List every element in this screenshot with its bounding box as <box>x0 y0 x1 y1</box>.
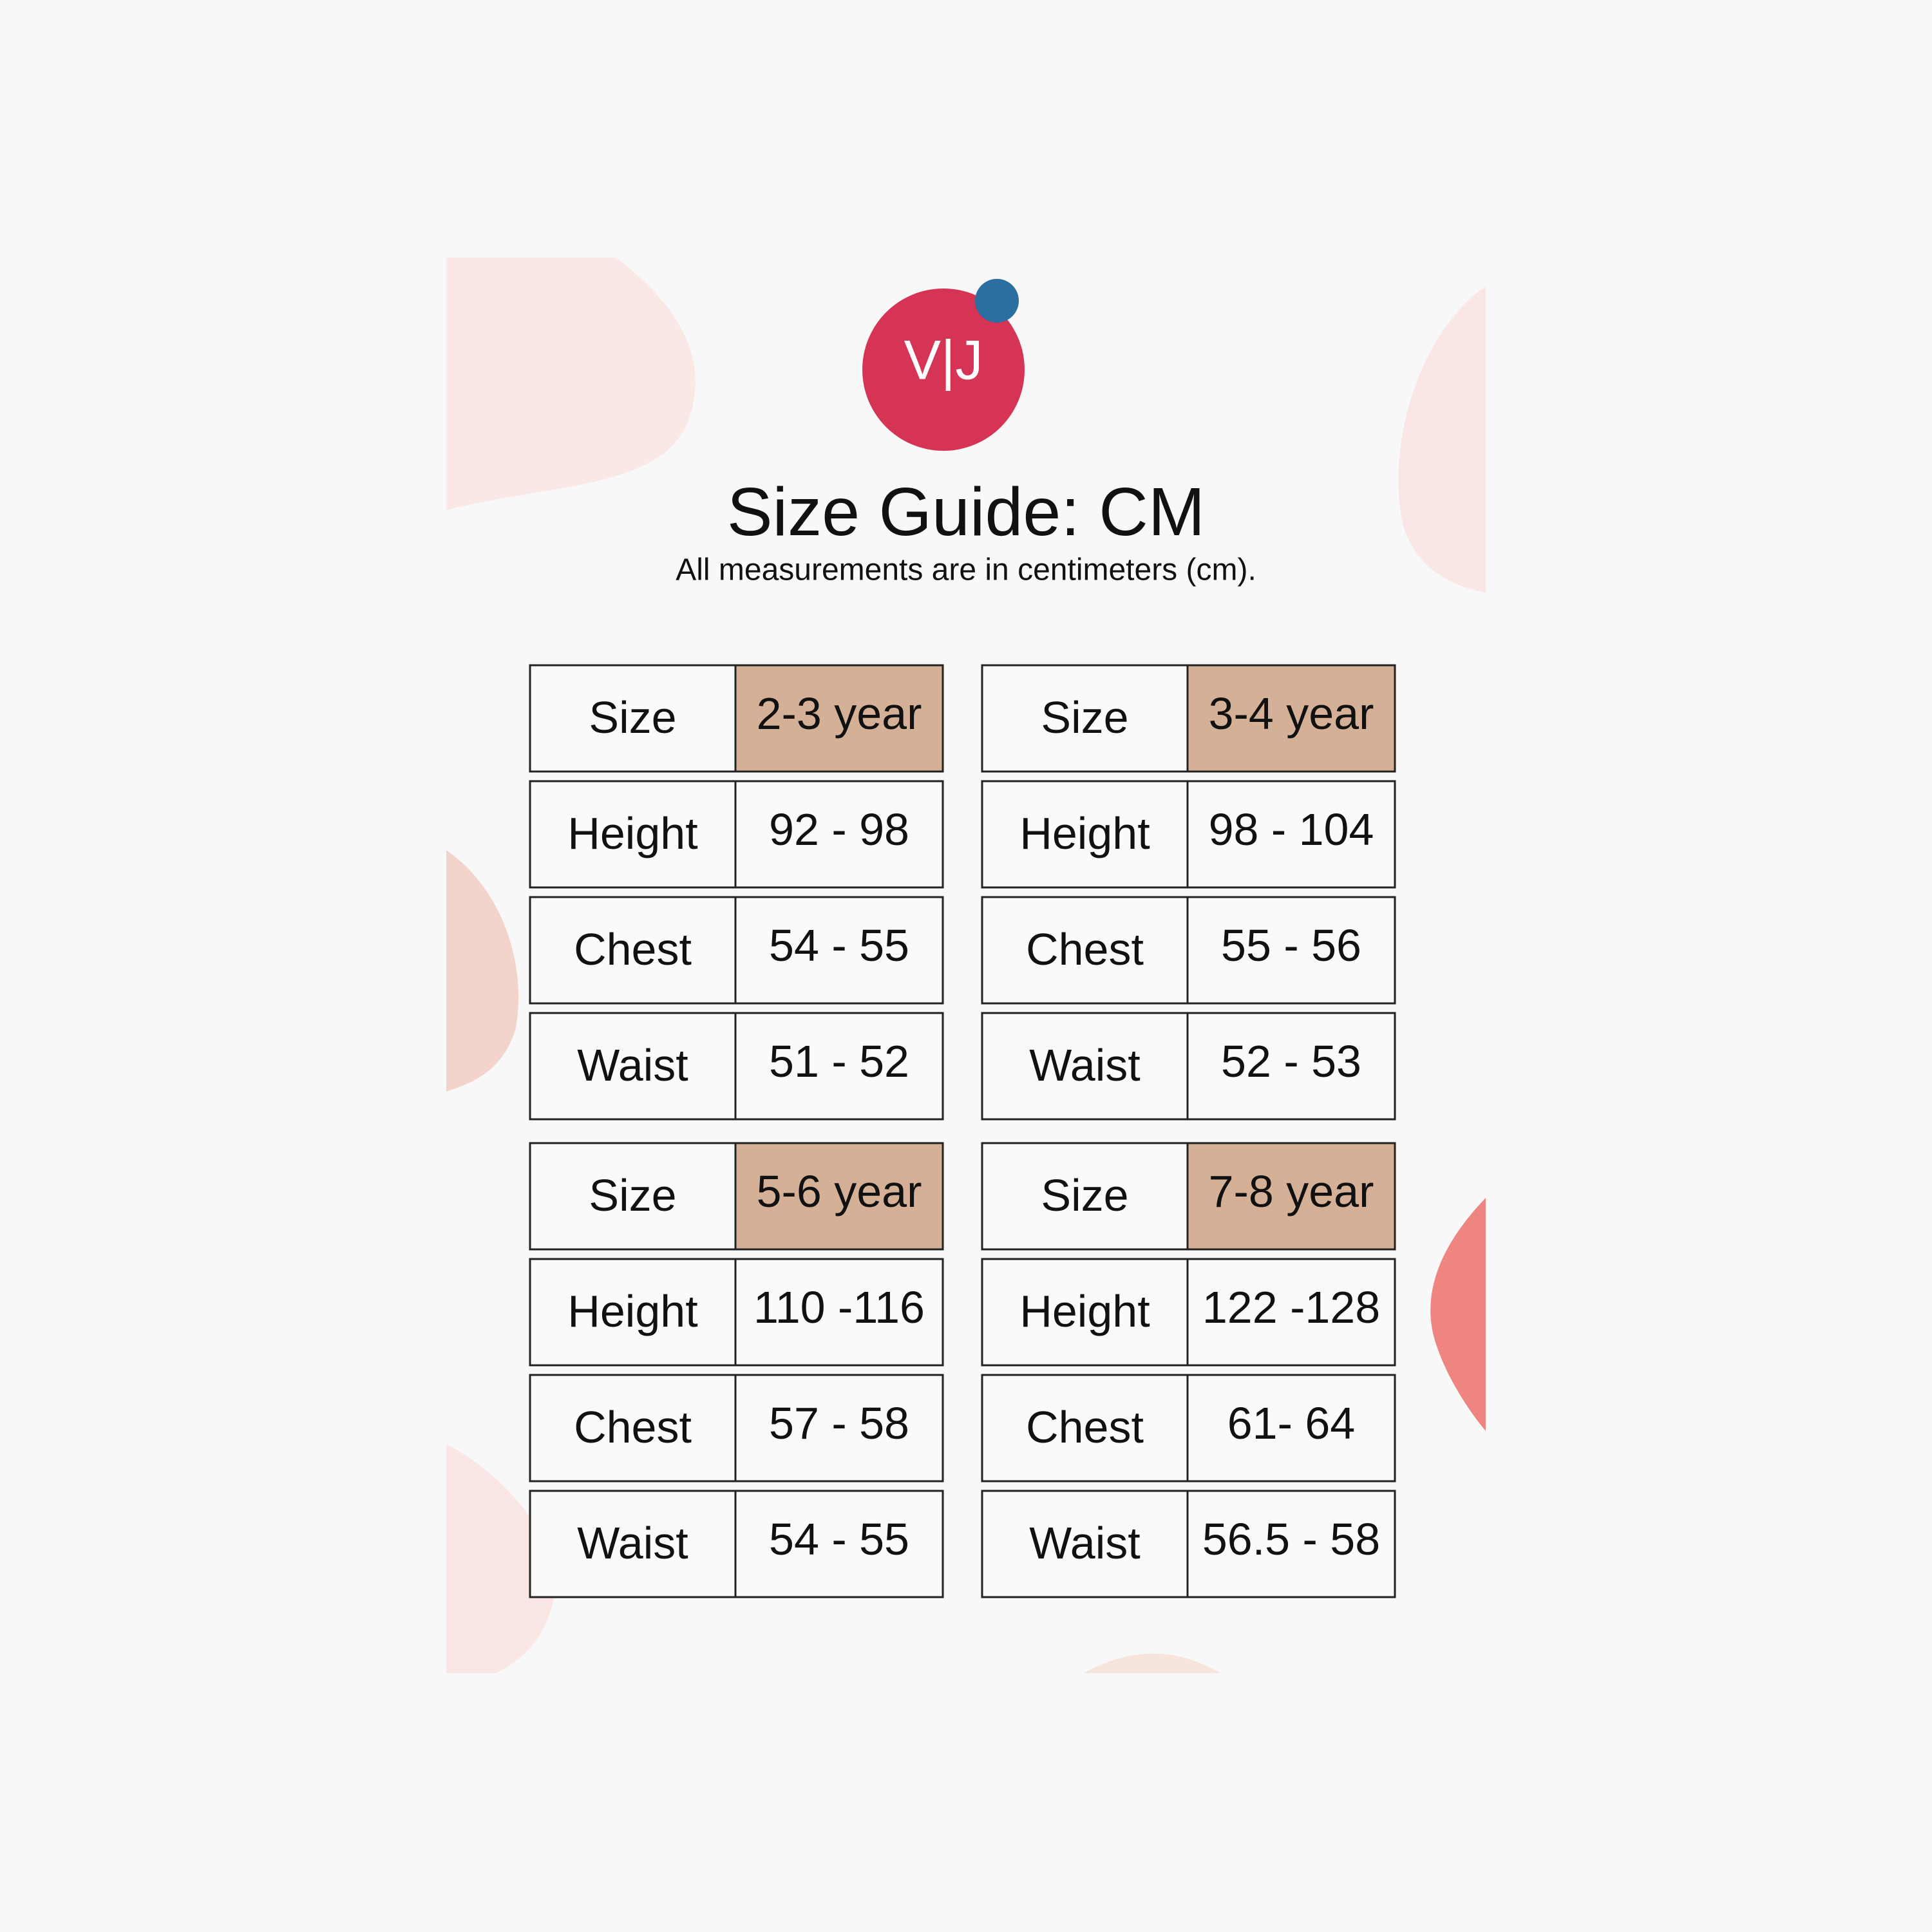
row-value: 2-3 year <box>757 688 922 739</box>
row-label: Size <box>589 692 676 743</box>
row-label: Size <box>1041 1170 1128 1220</box>
value-cell <box>734 780 944 889</box>
row-value: 51 - 52 <box>769 1036 909 1086</box>
blob <box>1430 1198 1486 1431</box>
row-value: 5-6 year <box>757 1166 922 1217</box>
row-value: 122 -128 <box>1202 1282 1380 1332</box>
row-value: 55 - 56 <box>1221 920 1361 971</box>
row-value: 7-8 year <box>1209 1166 1374 1217</box>
label-cell <box>981 1258 1189 1367</box>
value-cell <box>1186 780 1396 889</box>
row-value: 52 - 53 <box>1221 1036 1361 1086</box>
row-value: 92 - 98 <box>769 804 909 855</box>
label-cell <box>981 780 1189 889</box>
label-cell <box>529 1258 737 1367</box>
size-cell <box>734 664 944 773</box>
blob <box>446 258 696 510</box>
value-cell <box>1186 1258 1396 1367</box>
row-label: Chest <box>574 1402 692 1452</box>
row-label: Height <box>1019 1286 1150 1336</box>
label-cell <box>529 1374 737 1482</box>
row-value: 110 -116 <box>753 1282 925 1332</box>
label-cell <box>529 1490 737 1598</box>
row-value: 54 - 55 <box>769 1514 909 1564</box>
row-value: 3-4 year <box>1209 688 1374 739</box>
row-label: Size <box>589 1170 676 1220</box>
label-cell <box>529 1012 737 1121</box>
label-cell <box>981 896 1189 1005</box>
row-value: 61- 64 <box>1227 1398 1355 1448</box>
row-label: Size <box>1041 692 1128 743</box>
value-cell <box>734 896 944 1005</box>
value-cell <box>1186 1490 1396 1598</box>
value-cell <box>1186 1374 1396 1482</box>
row-label: Waist <box>577 1518 688 1568</box>
row-value: 57 - 58 <box>769 1398 909 1448</box>
label-cell <box>529 780 737 889</box>
label-cell <box>981 1142 1189 1251</box>
title: Size Guide: CM <box>727 474 1205 550</box>
blob <box>446 850 519 1092</box>
label-cell <box>981 1012 1189 1121</box>
label-cell <box>981 664 1189 773</box>
label-cell <box>981 1374 1189 1482</box>
row-label: Chest <box>574 924 692 974</box>
value-cell <box>734 1258 944 1367</box>
size-cell <box>1186 1142 1396 1251</box>
value-cell <box>1186 1012 1396 1121</box>
label-cell <box>529 1142 737 1251</box>
row-label: Height <box>567 808 697 858</box>
value-cell <box>734 1012 944 1121</box>
decor <box>446 258 1486 1673</box>
blob <box>1398 286 1486 592</box>
row-label: Height <box>1019 808 1150 858</box>
row-value: 54 - 55 <box>769 920 909 971</box>
value-cell <box>734 1490 944 1598</box>
value-cell <box>734 1374 944 1482</box>
value-cell <box>1186 896 1396 1005</box>
label-cell <box>529 896 737 1005</box>
row-label: Waist <box>1029 1518 1140 1568</box>
row-label: Chest <box>1026 924 1144 974</box>
subtitle: All measurements are in centimeters (cm)… <box>676 553 1256 587</box>
blob <box>446 1444 554 1673</box>
row-label: Waist <box>577 1040 688 1090</box>
size-cell <box>1186 664 1396 773</box>
row-label: Waist <box>1029 1040 1140 1090</box>
row-value: 98 - 104 <box>1209 804 1374 855</box>
blob <box>1084 1653 1220 1673</box>
logo-dot <box>975 279 1019 323</box>
row-label: Height <box>567 1286 697 1336</box>
logo-circle <box>862 289 1025 451</box>
row-value: 56.5 - 58 <box>1202 1514 1380 1564</box>
row-label: Chest <box>1026 1402 1144 1452</box>
logo-text: V|J <box>904 330 983 392</box>
size-cell <box>734 1142 944 1251</box>
